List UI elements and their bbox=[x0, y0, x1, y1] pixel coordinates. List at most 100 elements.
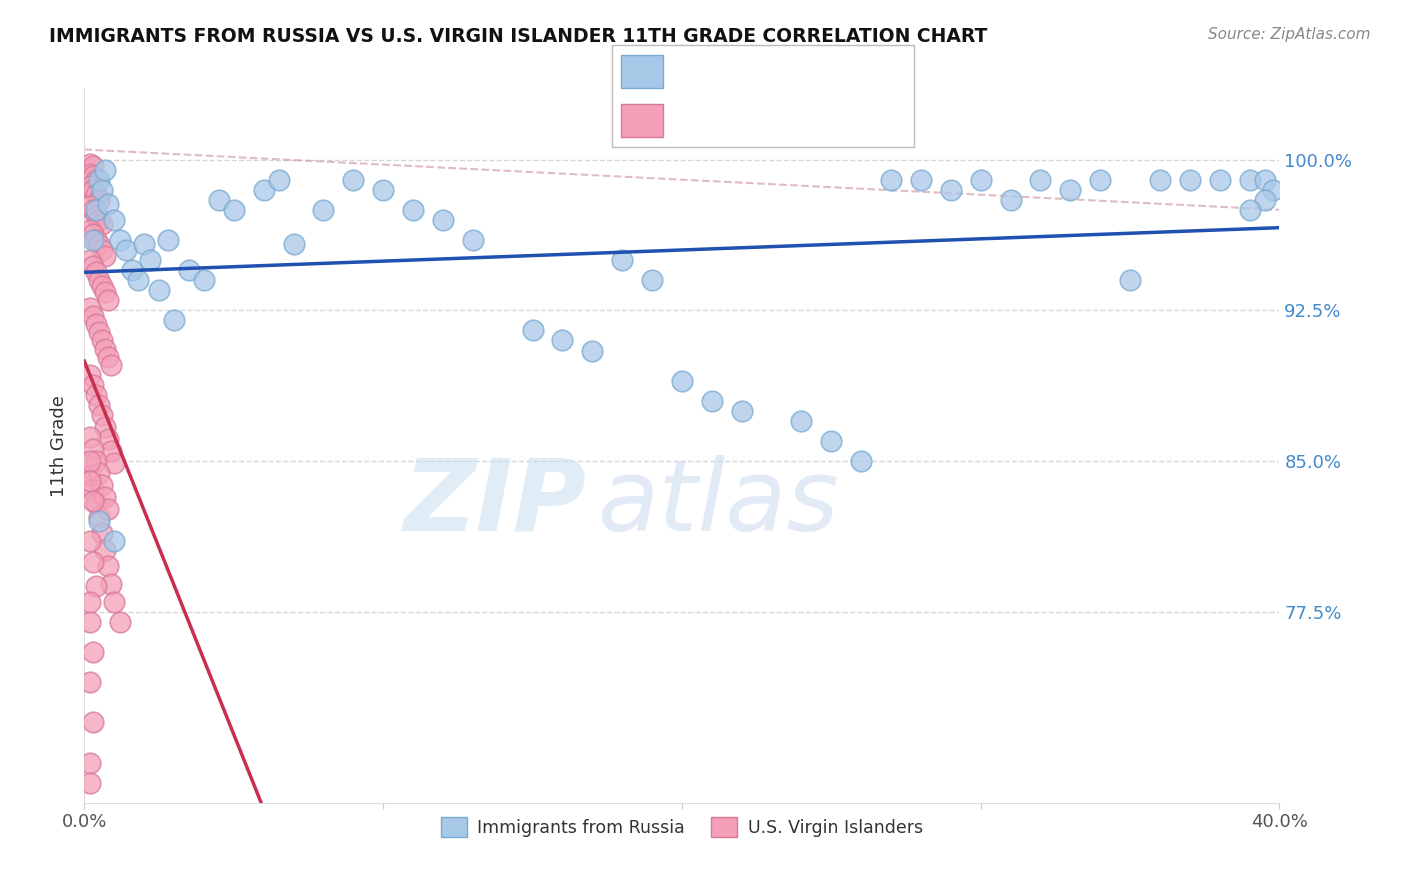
Point bbox=[86, 202, 108, 217]
Point bbox=[100, 576, 122, 591]
Point bbox=[110, 615, 132, 629]
Point bbox=[132, 237, 156, 252]
Text: R =  0.182   N = 74: R = 0.182 N = 74 bbox=[678, 112, 869, 129]
Point bbox=[820, 434, 842, 448]
Point bbox=[148, 283, 170, 297]
Point bbox=[121, 263, 143, 277]
Point bbox=[1119, 273, 1142, 287]
Point bbox=[82, 310, 104, 324]
Point bbox=[910, 172, 932, 186]
Point bbox=[94, 342, 117, 356]
Point bbox=[100, 358, 122, 372]
Point bbox=[89, 515, 111, 529]
Point bbox=[1239, 172, 1261, 186]
Bar bbox=[620, 104, 664, 137]
Point bbox=[97, 293, 120, 308]
Point bbox=[89, 466, 111, 480]
Point bbox=[641, 273, 664, 287]
Point bbox=[82, 202, 104, 217]
Point bbox=[79, 223, 101, 237]
Point bbox=[79, 474, 101, 488]
Point bbox=[82, 227, 104, 241]
Point bbox=[1209, 172, 1232, 186]
Point bbox=[91, 408, 114, 422]
Point bbox=[94, 249, 117, 263]
Point bbox=[94, 490, 117, 504]
Point bbox=[110, 233, 132, 247]
Point bbox=[100, 444, 122, 458]
Point bbox=[79, 468, 101, 483]
Point bbox=[193, 273, 215, 287]
Point bbox=[79, 199, 101, 213]
Point bbox=[163, 313, 186, 327]
Point bbox=[157, 233, 180, 247]
FancyBboxPatch shape bbox=[612, 45, 914, 147]
Point bbox=[82, 715, 104, 730]
Point bbox=[671, 374, 693, 388]
Text: atlas: atlas bbox=[599, 455, 839, 551]
Point bbox=[86, 233, 108, 247]
Point bbox=[86, 318, 108, 332]
Point bbox=[1239, 202, 1261, 217]
Point bbox=[253, 183, 276, 197]
Point bbox=[86, 265, 108, 279]
Point bbox=[103, 595, 125, 609]
Point bbox=[1178, 172, 1201, 186]
Point bbox=[97, 350, 120, 364]
Point bbox=[79, 368, 101, 382]
Point bbox=[551, 334, 574, 348]
Point bbox=[86, 209, 108, 223]
Point bbox=[86, 579, 108, 593]
Point bbox=[82, 555, 104, 569]
Point bbox=[1253, 172, 1275, 186]
Point bbox=[89, 273, 111, 287]
Point bbox=[94, 285, 117, 300]
Point bbox=[97, 196, 120, 211]
Point bbox=[82, 183, 104, 197]
Point bbox=[79, 430, 101, 444]
Point bbox=[79, 675, 101, 690]
Point bbox=[177, 263, 200, 277]
Point bbox=[880, 172, 903, 186]
Text: R = 0.509   N = 59: R = 0.509 N = 59 bbox=[678, 62, 862, 80]
Legend: Immigrants from Russia, U.S. Virgin Islanders: Immigrants from Russia, U.S. Virgin Isla… bbox=[434, 810, 929, 844]
Point bbox=[82, 377, 104, 392]
Point bbox=[82, 442, 104, 456]
Point bbox=[91, 334, 114, 348]
Point bbox=[1000, 193, 1022, 207]
Point bbox=[402, 202, 425, 217]
Point bbox=[970, 172, 993, 186]
Point bbox=[97, 558, 120, 573]
Point bbox=[94, 420, 117, 434]
Point bbox=[522, 323, 544, 337]
Point bbox=[432, 212, 454, 227]
Point bbox=[79, 301, 101, 316]
Point bbox=[1149, 172, 1171, 186]
Point bbox=[139, 253, 162, 268]
Point bbox=[208, 193, 231, 207]
Point bbox=[89, 326, 111, 340]
Point bbox=[731, 404, 754, 418]
Point bbox=[461, 233, 484, 247]
Point bbox=[97, 432, 120, 446]
Bar bbox=[620, 55, 664, 87]
Point bbox=[79, 454, 101, 468]
Point bbox=[581, 343, 603, 358]
Point bbox=[283, 237, 305, 252]
Point bbox=[79, 775, 101, 789]
Point bbox=[89, 172, 111, 186]
Point bbox=[82, 482, 104, 496]
Point bbox=[86, 186, 108, 201]
Point bbox=[115, 243, 138, 257]
Point bbox=[612, 253, 634, 268]
Point bbox=[86, 454, 108, 468]
Point bbox=[82, 233, 104, 247]
Point bbox=[91, 526, 114, 541]
Point bbox=[89, 237, 111, 252]
Point bbox=[1253, 193, 1275, 207]
Point bbox=[939, 183, 962, 197]
Point bbox=[86, 172, 108, 186]
Point bbox=[89, 510, 111, 524]
Point bbox=[91, 243, 114, 257]
Y-axis label: 11th Grade: 11th Grade bbox=[51, 395, 69, 497]
